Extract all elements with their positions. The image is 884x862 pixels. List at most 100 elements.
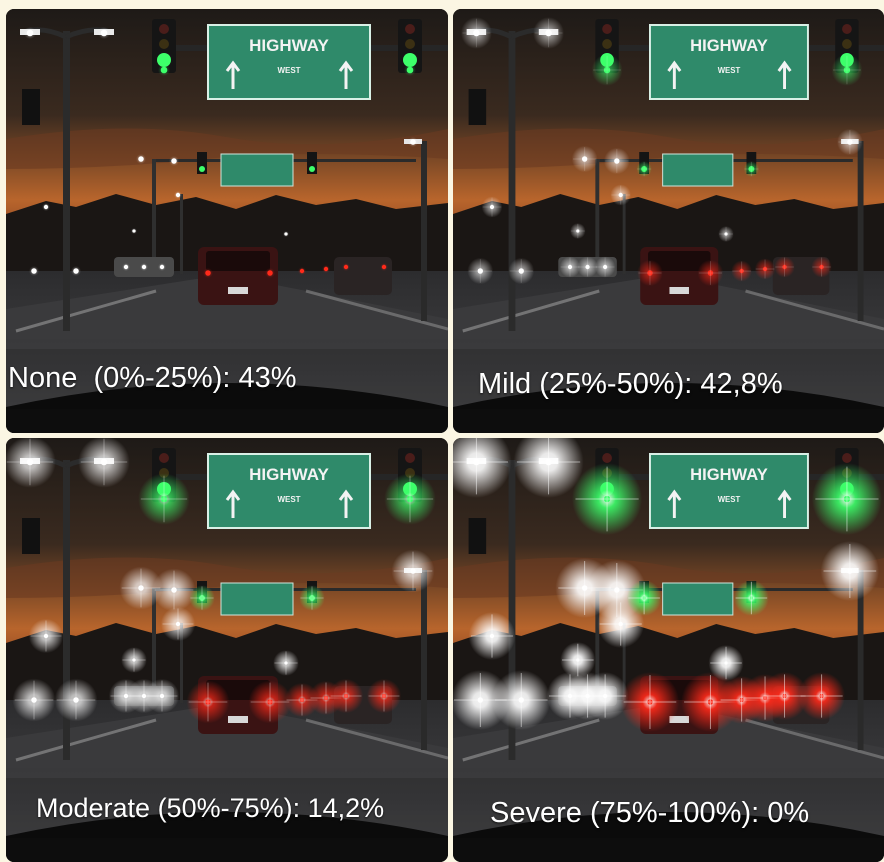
light-lamp-mid-a — [581, 156, 588, 162]
light-far-mid-star — [562, 643, 594, 677]
signal-left-red — [602, 24, 612, 34]
lamp-post-mid2 — [622, 623, 626, 703]
light-tail-lead-left-star — [188, 682, 228, 722]
light-lamp-left-a-star — [6, 438, 54, 486]
sign-subtitle: WEST — [718, 66, 741, 75]
lane-line-left — [15, 289, 157, 333]
lane-line-left — [462, 289, 600, 333]
sign-arrow-left — [225, 489, 241, 518]
light-lamp-mid-c — [618, 192, 623, 198]
light-headlight-1-star — [468, 259, 492, 283]
light-headlight-2-star — [494, 673, 548, 727]
light-far-left — [43, 204, 49, 210]
light-headlight-2 — [518, 268, 524, 274]
signal-left-green — [157, 53, 171, 67]
light-headlight-4 — [585, 264, 590, 270]
sign-title: HIGHWAY — [249, 465, 329, 484]
light-lamp-mid-c — [175, 192, 181, 198]
light-lamp-mid-a-star — [573, 147, 597, 171]
sign-arrow-left — [667, 489, 682, 518]
light-far-right-star — [710, 646, 742, 680]
light-tail-lead-left — [205, 270, 211, 276]
light-signal-right — [406, 495, 414, 503]
signal-left-red — [602, 453, 612, 463]
light-signal-left — [160, 495, 168, 503]
light-headlight-5 — [159, 264, 165, 270]
sign-arrow-right — [338, 489, 354, 518]
lamp-post-right — [421, 570, 427, 750]
light-far-right — [284, 232, 288, 236]
light-headlight-2-star — [56, 680, 96, 720]
light-lamp-mid-c — [175, 621, 181, 627]
light-headlight-4-star — [578, 257, 597, 277]
light-signal-left-star — [575, 466, 639, 532]
highway-sign — [207, 24, 371, 100]
light-tail-lead-left-star — [638, 261, 662, 285]
caption-severe: Severe (75%-100%): 0% — [490, 797, 810, 829]
signal-right-red — [405, 453, 415, 463]
road-surface — [453, 708, 884, 768]
road-surface — [6, 708, 448, 768]
signal-right-red — [405, 24, 415, 34]
caption-shade — [6, 349, 448, 409]
light-lamp-mid-b — [171, 158, 177, 164]
light-signal-left-star — [140, 475, 188, 523]
caption-shade — [6, 778, 448, 838]
light-headlight-1 — [31, 268, 37, 274]
light-far-right — [284, 661, 288, 665]
light-far-right-star — [719, 226, 734, 242]
light-headlight-5 — [159, 693, 165, 699]
light-tail-5 — [381, 693, 387, 699]
distant-signal-right — [307, 152, 317, 174]
lead-car-plate — [669, 716, 689, 723]
highway-sign — [207, 453, 371, 529]
sign-title: HIGHWAY — [249, 36, 329, 55]
scene-mild: HIGHWAY WEST — [453, 9, 884, 433]
signal-right-amber — [842, 39, 852, 49]
sign-arrow-right — [777, 489, 792, 518]
light-tail-lead-right-star — [250, 682, 290, 722]
light-lamp-left-b — [100, 29, 108, 37]
light-distant-right — [310, 596, 314, 600]
highway-sign — [648, 24, 809, 100]
light-lamp-left-a-star — [462, 18, 491, 48]
sign-arrow-left — [225, 60, 241, 89]
light-far-mid — [132, 229, 136, 233]
dashboard — [6, 812, 448, 862]
light-lamp-left-b-star — [534, 18, 563, 48]
light-lamp-mid-b-star — [605, 149, 629, 173]
distant-sign — [662, 582, 734, 616]
lamp-post-mid2 — [180, 623, 183, 703]
lamp-post-left — [508, 31, 516, 331]
light-signal-right-star — [386, 475, 434, 523]
light-lamp-left-a — [26, 29, 34, 37]
light-headlight-2-star — [509, 259, 533, 283]
sign-arrow-right — [338, 60, 354, 89]
sign-title: HIGHWAY — [690, 36, 768, 55]
panel-mild: HIGHWAY WEST Mild (25%-50%): 42,8% — [453, 9, 884, 433]
light-tail-lead-right — [267, 699, 273, 705]
light-tail-2 — [299, 268, 305, 274]
lane-line-right — [745, 718, 884, 760]
light-lamp-left-a — [473, 29, 480, 37]
cloud-band — [6, 128, 448, 169]
caption-shade — [453, 778, 884, 838]
signal-left-amber — [602, 39, 612, 49]
light-lamp-right — [410, 139, 416, 145]
caption-moderate: Moderate (50%-75%): 14,2% — [36, 793, 385, 823]
light-far-mid — [576, 229, 580, 233]
light-lamp-mid-b — [614, 158, 620, 164]
light-lamp-left-a — [26, 458, 34, 466]
road-surface — [6, 279, 448, 339]
signal-right-red — [842, 453, 852, 463]
lead-car-window — [648, 251, 711, 271]
light-headlight-2 — [73, 697, 79, 703]
light-signal-left — [160, 66, 168, 74]
caption-none: None (0%-25%): 43% — [8, 362, 297, 394]
distant-signal-left — [197, 152, 207, 174]
light-lamp-left-b-star — [80, 438, 128, 486]
light-lamp-mid-a — [138, 156, 144, 162]
lamp-post-right — [421, 141, 427, 321]
panel-moderate: HIGHWAY WEST Moderate (50%-75%): 14,2% — [6, 438, 448, 862]
light-distant-left — [642, 167, 646, 171]
